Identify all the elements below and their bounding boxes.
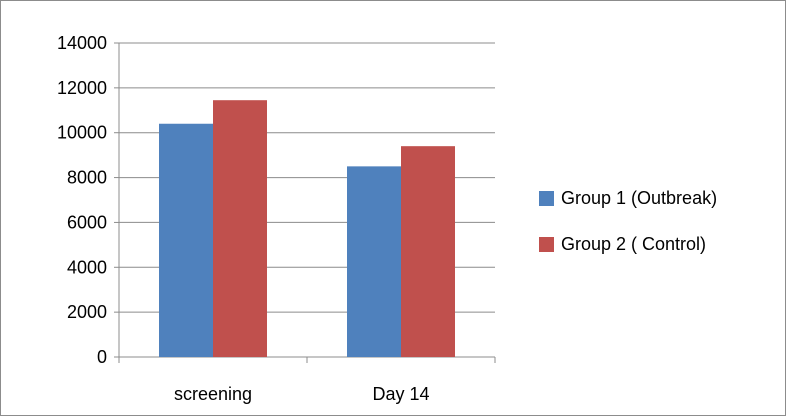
x-tick-labels: screening Day 14 xyxy=(174,384,430,404)
y-tick-label: 10000 xyxy=(57,123,107,143)
legend: Group 1 (Outbreak) Group 2 ( Control) xyxy=(539,188,717,254)
y-tick-labels: 0 2000 4000 6000 8000 10000 12000 14000 xyxy=(57,33,107,367)
y-tick-label: 8000 xyxy=(67,168,107,188)
bar-2-1 xyxy=(213,100,267,357)
y-tick-label: 12000 xyxy=(57,78,107,98)
bar-1-1 xyxy=(159,123,213,357)
bar-1-2 xyxy=(347,166,401,357)
legend-swatch xyxy=(539,237,554,252)
y-tick-label: 6000 xyxy=(67,212,107,232)
y-tick-label: 2000 xyxy=(67,302,107,322)
y-tick-label: 14000 xyxy=(57,33,107,53)
y-tick-label: 0 xyxy=(97,347,107,367)
x-tick-label: screening xyxy=(174,384,252,404)
legend-swatch xyxy=(539,191,554,206)
legend-label: Group 2 ( Control) xyxy=(561,234,706,254)
y-tick-label: 4000 xyxy=(67,257,107,277)
x-tick-label: Day 14 xyxy=(372,384,429,404)
bars xyxy=(159,100,455,357)
legend-label: Group 1 (Outbreak) xyxy=(561,188,717,208)
bar-2-2 xyxy=(401,146,455,357)
